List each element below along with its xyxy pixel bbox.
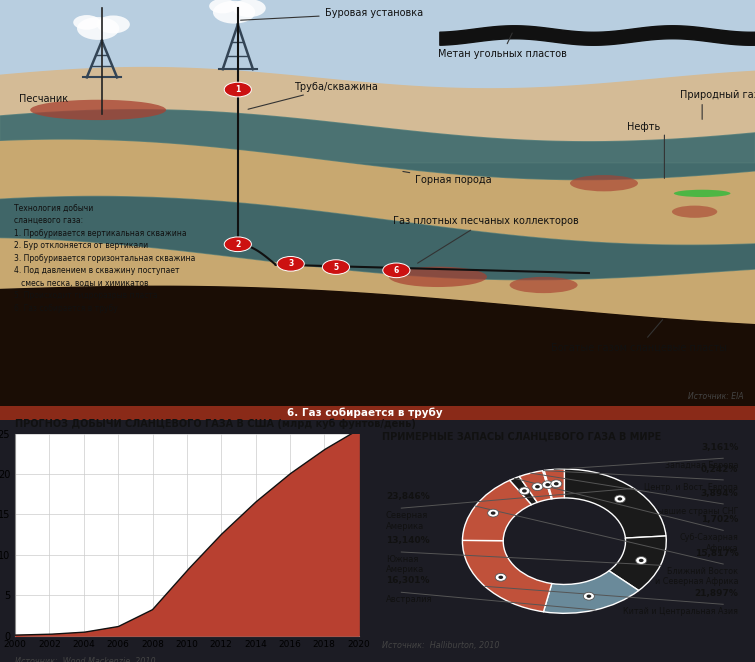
Circle shape [545, 483, 550, 487]
Text: 23,846%: 23,846% [386, 492, 430, 501]
Ellipse shape [30, 100, 166, 120]
Circle shape [522, 489, 527, 493]
Text: Нефть: Нефть [627, 122, 660, 132]
Circle shape [224, 82, 251, 97]
Text: Северная
Америка: Северная Америка [386, 511, 428, 530]
Text: 6. Газ собирается в трубу: 6. Газ собирается в трубу [287, 408, 442, 418]
Wedge shape [463, 481, 532, 541]
Text: Труба/скважина: Труба/скважина [248, 81, 378, 109]
Circle shape [488, 509, 498, 517]
Circle shape [491, 512, 495, 515]
Ellipse shape [570, 175, 638, 191]
Text: Источник: EIA: Источник: EIA [688, 392, 744, 401]
Polygon shape [0, 109, 755, 180]
Circle shape [322, 260, 350, 275]
Text: 1,702%: 1,702% [701, 515, 738, 524]
Text: Южная
Америка: Южная Америка [386, 555, 424, 575]
Wedge shape [510, 477, 538, 504]
Circle shape [636, 557, 647, 564]
Wedge shape [609, 536, 666, 591]
Circle shape [97, 15, 130, 33]
Text: Буровая установка: Буровая установка [241, 9, 423, 21]
Wedge shape [564, 469, 666, 538]
Circle shape [584, 592, 594, 600]
Text: 21,897%: 21,897% [695, 589, 738, 598]
Text: Газ плотных песчаных коллекторов: Газ плотных песчаных коллекторов [393, 216, 578, 263]
Circle shape [550, 480, 562, 488]
Circle shape [213, 1, 255, 24]
Text: 3: 3 [288, 260, 293, 268]
Circle shape [587, 594, 591, 598]
Text: 16,301%: 16,301% [386, 576, 430, 585]
Wedge shape [543, 471, 553, 499]
Circle shape [615, 495, 625, 503]
Circle shape [542, 481, 553, 489]
Text: 2: 2 [236, 240, 240, 249]
Text: Австралия: Австралия [386, 595, 433, 604]
Text: Источник:  Halliburton, 2010: Источник: Halliburton, 2010 [382, 641, 499, 650]
Wedge shape [544, 469, 564, 498]
Circle shape [77, 17, 119, 40]
Text: Песчаник: Песчаник [19, 94, 68, 104]
Text: Технология добычи
сланцевого газа:
1. Пробуривается вертикальная скважина
2. Бур: Технология добычи сланцевого газа: 1. Пр… [14, 204, 195, 312]
Text: 3,894%: 3,894% [701, 489, 738, 498]
Text: 15,817%: 15,817% [695, 549, 738, 558]
Polygon shape [0, 196, 755, 280]
Text: 5: 5 [334, 263, 338, 271]
Text: 3,161%: 3,161% [701, 444, 738, 452]
Text: Богатые газом сланцевые пласты: Богатые газом сланцевые пласты [551, 320, 727, 352]
Circle shape [209, 0, 236, 13]
Circle shape [554, 482, 559, 485]
Circle shape [224, 237, 251, 252]
FancyBboxPatch shape [0, 406, 755, 420]
Circle shape [618, 497, 622, 500]
Text: Горная порода: Горная порода [403, 171, 492, 185]
Wedge shape [463, 540, 552, 612]
Text: Ближний Восток
и Северная Африка: Ближний Восток и Северная Африка [655, 567, 738, 587]
Text: ПРОГНОЗ ДОБЫЧИ СЛАНЦЕВОГО ГАЗА В США (млрд куб фунтов/день): ПРОГНОЗ ДОБЫЧИ СЛАНЦЕВОГО ГАЗА В США (мл… [15, 418, 416, 429]
Text: ПРИМЕРНЫЕ ЗАПАСЫ СЛАНЦЕВОГО ГАЗА В МИРЕ: ПРИМЕРНЫЕ ЗАПАСЫ СЛАНЦЕВОГО ГАЗА В МИРЕ [382, 432, 661, 442]
Text: 0,242%: 0,242% [701, 465, 738, 474]
Text: Источник:  Wood Mackenzie, 2010: Источник: Wood Mackenzie, 2010 [15, 657, 156, 662]
Ellipse shape [674, 190, 731, 197]
Text: Метан угольных пластов: Метан угольных пластов [438, 33, 567, 59]
Text: Бывшие страны СНГ: Бывшие страны СНГ [652, 507, 738, 516]
Ellipse shape [672, 206, 717, 218]
Text: Китай и Центральная Азия: Китай и Центральная Азия [624, 607, 738, 616]
Ellipse shape [510, 277, 578, 293]
Circle shape [383, 263, 410, 277]
Circle shape [73, 15, 100, 30]
Wedge shape [544, 571, 639, 613]
Circle shape [277, 256, 304, 271]
Circle shape [233, 0, 266, 17]
Text: 6: 6 [394, 266, 399, 275]
Circle shape [495, 573, 507, 581]
Circle shape [498, 576, 503, 579]
Wedge shape [519, 471, 551, 502]
Text: Центр. и Вост. Европа: Центр. и Вост. Европа [645, 483, 738, 492]
Text: Суб-Сахарная
Африка: Суб-Сахарная Африка [680, 534, 738, 553]
Text: Западная Европа: Западная Европа [665, 461, 738, 470]
Text: 1: 1 [236, 85, 240, 94]
Text: 13,140%: 13,140% [386, 536, 430, 545]
Circle shape [519, 487, 530, 495]
Text: Природный газ: Природный газ [680, 90, 755, 100]
Ellipse shape [389, 267, 487, 287]
Circle shape [535, 485, 540, 489]
Circle shape [532, 483, 543, 491]
Circle shape [639, 559, 643, 562]
